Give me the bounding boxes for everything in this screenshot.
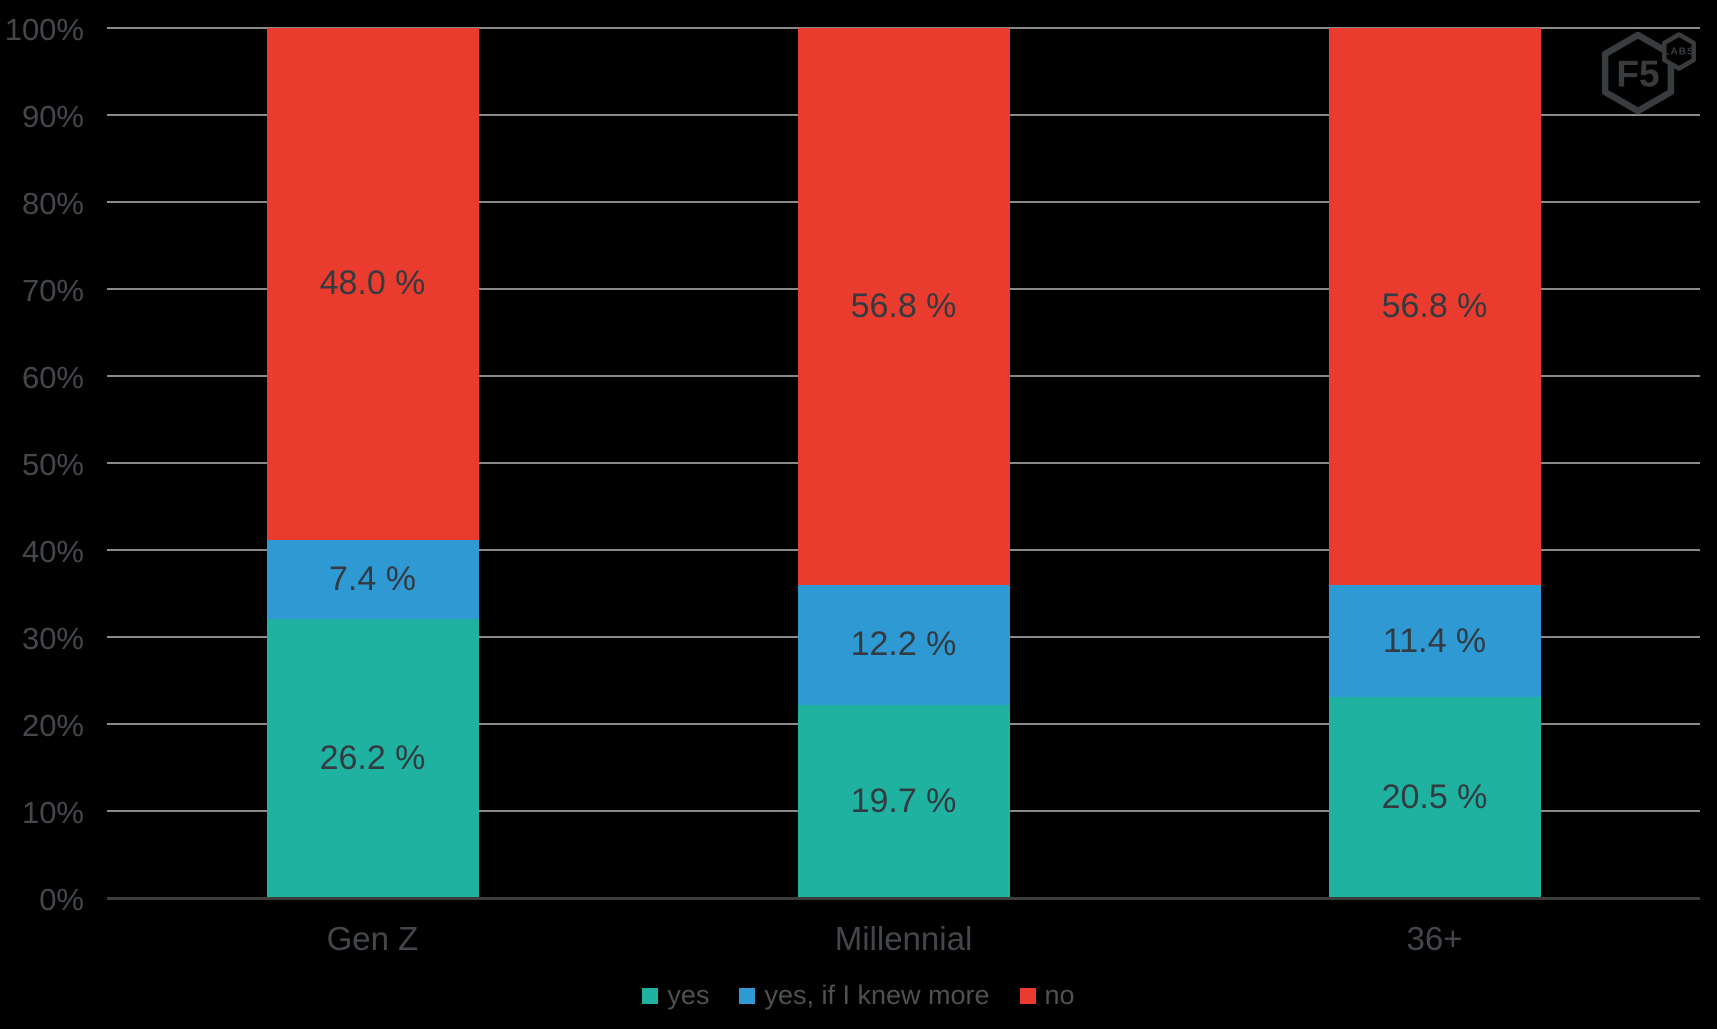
y-axis-tick-label: 10% [21,795,84,830]
y-axis-tick-label: 90% [21,99,84,134]
bar-segment-label: 12.2 % [850,625,957,664]
bar-segment-yes-if-I-knew-more: 7.4 % [266,539,479,619]
bar-segment-label: 11.4 % [1382,621,1487,660]
legend-item-yes: yes [642,980,709,1011]
bar-segment-no: 48.0 % [266,28,479,540]
y-axis-tick-label: 40% [21,534,84,569]
y-axis-tick-label: 0% [39,882,84,917]
y-axis-tick-label: 70% [21,273,84,308]
bar-segment-label: 20.5 % [1381,777,1488,816]
legend-label: yes [667,980,710,1010]
legend-label: no [1044,980,1075,1010]
legend-label: yes, if I knew more [764,980,990,1010]
bar-segment-yes-if-I-knew-more: 12.2 % [797,585,1010,705]
y-axis-tick-label: 50% [21,447,84,482]
legend-item-yes-if-I-knew-more: yes, if I knew more [739,980,990,1011]
bar-segment-no: 56.8 % [797,28,1010,586]
bar-segment-label: 48.0 % [319,264,426,303]
y-axis-tick-label: 80% [21,186,84,221]
logo-hexagon-small [1662,32,1696,71]
logo-primary-text: F5 [1616,54,1659,95]
y-axis-tick-label: 100% [4,12,84,47]
logo-secondary-text: LABS [1663,47,1694,58]
bar-segment-yes: 19.7 % [797,704,1010,898]
chart-legend: yes yes, if I knew more no [0,980,1717,1011]
bar-segment-label: 56.8 % [1381,287,1488,326]
y-axis-tick-label: 30% [21,621,84,656]
bar-segment-label: 19.7 % [850,781,957,820]
bar-segment-label: 56.8 % [850,287,957,326]
legend-swatch-icon [739,987,756,1004]
bar-segment-yes: 20.5 % [1328,696,1541,898]
legend-swatch-icon [1019,987,1036,1004]
y-axis-tick-label: 60% [21,360,84,395]
f5-labs-logo: F5 LABS [1584,18,1706,125]
bar-segment-label: 7.4 % [329,559,416,598]
bar-segment-yes-if-I-knew-more: 11.4 % [1328,585,1541,697]
x-axis-category-label: 36+ [1406,920,1463,957]
bar-segment-label: 26.2 % [319,738,426,777]
x-axis-category-label: Gen Z [326,920,419,957]
bar-segment-yes: 26.2 % [266,618,479,898]
x-axis-line [107,897,1700,900]
x-axis-category-label: Millennial [834,920,973,957]
bar-segment-no: 56.8 % [1328,28,1541,586]
legend-swatch-icon [642,987,659,1004]
legend-item-no: no [1019,980,1075,1011]
y-axis-tick-label: 20% [21,708,84,743]
